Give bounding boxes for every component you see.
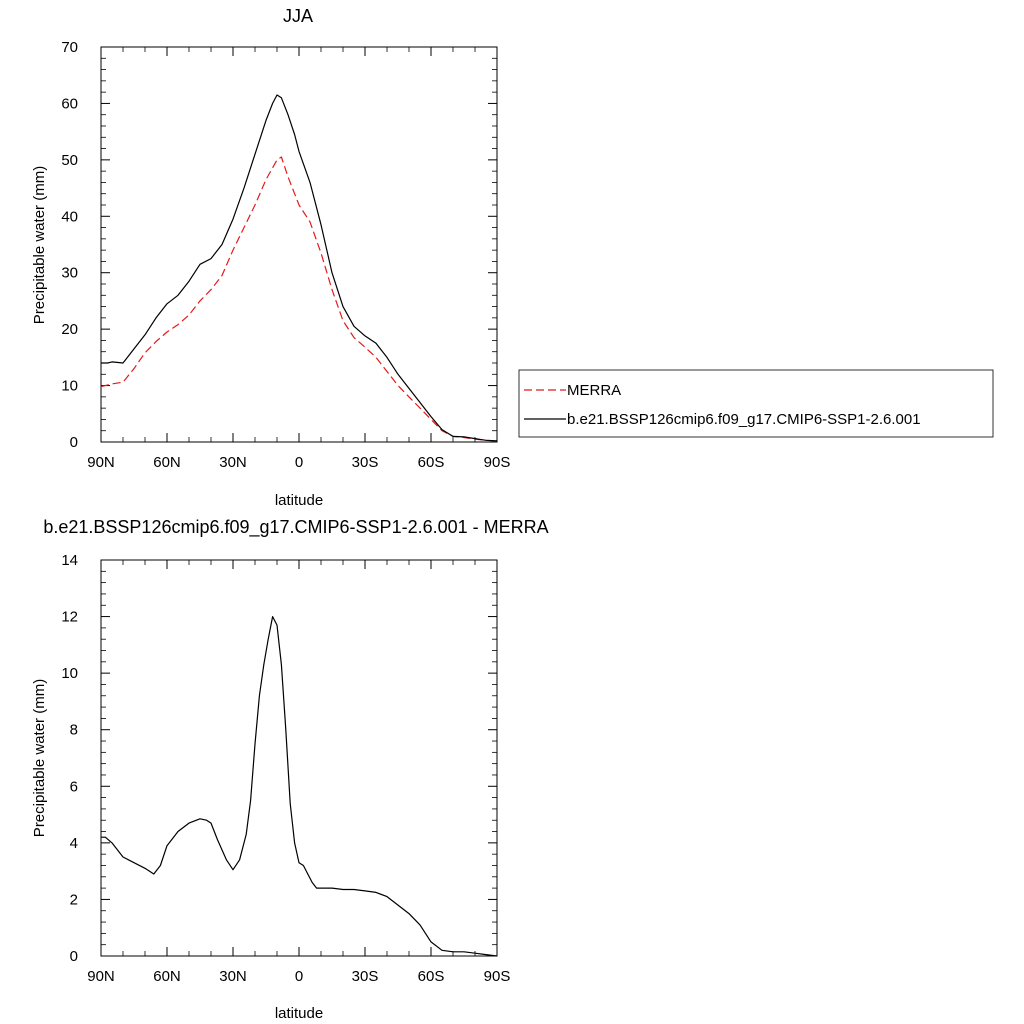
y-tick-label: 40 — [61, 208, 78, 225]
x-axis-label: latitude — [275, 492, 323, 509]
x-tick-label: 90N — [87, 968, 115, 985]
y-tick-label: 70 — [61, 39, 78, 56]
y-tick-label: 10 — [61, 665, 78, 682]
x-tick-label: 0 — [295, 454, 303, 471]
y-tick-label: 12 — [61, 609, 78, 626]
y-tick-label: 2 — [70, 891, 78, 908]
axis-tick-labels: 90N 60N 30N 0 30S 60S 90S 0 2 4 6 8 10 12 14 — [61, 552, 510, 985]
y-tick-label: 14 — [61, 552, 78, 569]
x-tick-label: 30N — [219, 454, 247, 471]
lower-chart: b.e21.BSSP126cmip6.f09_g17.CMIP6-SSP1-2.… — [31, 517, 549, 1022]
x-tick-label: 60N — [153, 968, 181, 985]
x-tick-label: 30S — [352, 968, 379, 985]
y-tick-label: 4 — [70, 835, 78, 852]
legend-box — [518, 369, 994, 438]
x-tick-label: 90S — [484, 454, 511, 471]
chart-title: b.e21.BSSP126cmip6.f09_g17.CMIP6-SSP1-2.… — [43, 517, 548, 538]
y-tick-label: 20 — [61, 321, 78, 338]
series-line-b-e21-bssp126cmip6-f09-g17-cmip6-ssp1-2-6-001 — [101, 94, 498, 442]
y-tick-label: 6 — [70, 778, 78, 795]
x-tick-label: 30S — [352, 454, 379, 471]
plot-frame — [100, 46, 498, 443]
x-tick-label: 60S — [418, 454, 445, 471]
axis-ticks — [100, 559, 498, 957]
y-tick-label: 8 — [70, 722, 78, 739]
x-tick-label: 30N — [219, 968, 247, 985]
legend-label-merra: MERRA — [567, 382, 621, 399]
x-axis-label: latitude — [275, 1005, 323, 1022]
legend-label-model: b.e21.BSSP126cmip6.f09_g17.CMIP6-SSP1-2.… — [567, 411, 921, 428]
y-axis-label: Precipitable water (mm) — [31, 166, 48, 324]
y-tick-label: 10 — [61, 378, 78, 395]
axis-ticks — [100, 46, 498, 443]
x-tick-label: 90S — [484, 968, 511, 985]
x-tick-label: 90N — [87, 454, 115, 471]
axis-tick-labels: 90N 60N 30N 0 30S 60S 90S 0 10 20 30 40 50 60 70 — [61, 39, 510, 471]
data-lines — [100, 94, 498, 442]
y-tick-label: 50 — [61, 152, 78, 169]
series-line-difference — [101, 615, 498, 957]
chart-title: JJA — [283, 6, 313, 26]
y-tick-label: 0 — [70, 948, 78, 965]
series-line-merra — [100, 156, 498, 442]
x-tick-label: 60N — [153, 454, 181, 471]
data-lines — [101, 615, 498, 957]
y-tick-label: 30 — [61, 265, 78, 282]
x-tick-label: 60S — [418, 968, 445, 985]
plot-frame — [100, 559, 498, 957]
upper-chart: JJA 90N 60N 30N 0 30S 60S 90S 0 10 20 30 40 50 60 70 l… — [31, 6, 994, 509]
x-tick-label: 0 — [295, 968, 303, 985]
legend: MERRA b.e21.BSSP126cmip6.f09_g17.CMIP6-S… — [518, 369, 994, 438]
y-tick-label: 0 — [70, 434, 78, 451]
y-axis-label: Precipitable water (mm) — [31, 679, 48, 837]
y-tick-label: 60 — [61, 95, 78, 112]
